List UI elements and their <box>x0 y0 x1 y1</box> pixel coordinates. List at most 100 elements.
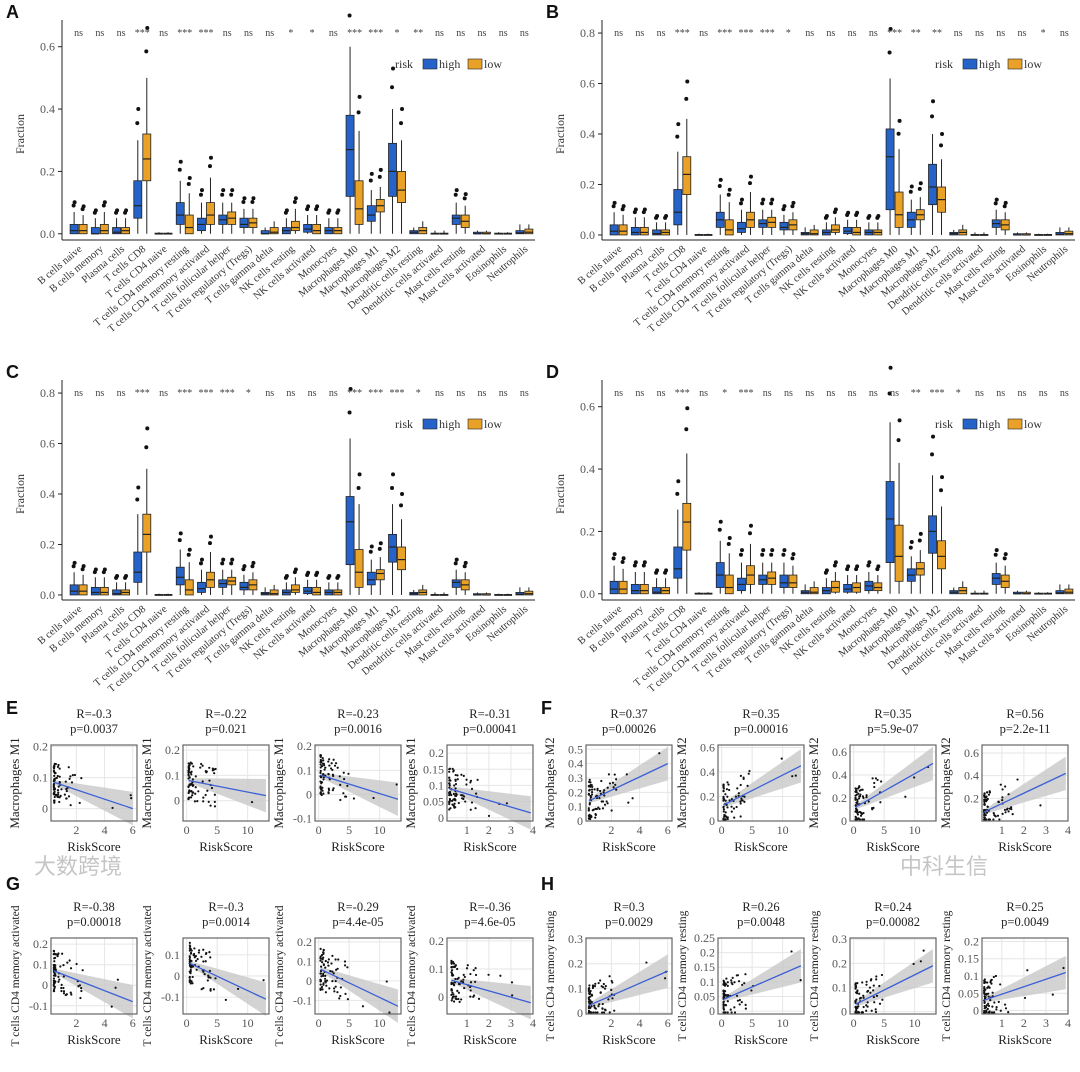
data-point <box>325 984 328 987</box>
data-point <box>730 1011 733 1014</box>
outlier-point <box>242 564 247 569</box>
outlier-point <box>748 174 753 179</box>
box-high <box>366 205 376 222</box>
data-point <box>743 795 746 798</box>
data-point <box>999 783 1002 786</box>
data-point <box>208 779 211 782</box>
data-point <box>722 1006 725 1010</box>
legend-label-high: high <box>439 57 460 71</box>
data-point <box>922 949 925 952</box>
data-point <box>188 970 191 973</box>
outlier-point <box>790 204 795 209</box>
data-point <box>593 985 597 988</box>
data-point <box>191 778 195 781</box>
data-point <box>610 988 613 991</box>
outlier-point <box>454 188 459 193</box>
outlier-point <box>369 544 374 549</box>
data-point <box>855 991 858 994</box>
data-point <box>728 788 731 792</box>
data-point <box>871 808 874 811</box>
data-point <box>587 807 590 810</box>
data-point <box>988 790 991 793</box>
y-tick-label: 0.05 <box>694 989 715 1003</box>
data-point <box>873 781 876 785</box>
box-high <box>1055 590 1065 595</box>
data-point <box>320 793 323 797</box>
x-axis-label: RiskScore <box>331 839 385 854</box>
data-point <box>854 1005 857 1009</box>
data-point <box>600 800 603 803</box>
data-point <box>1039 804 1042 807</box>
data-point <box>452 769 455 772</box>
y-tick-label: 0 <box>973 1004 979 1018</box>
data-point <box>1004 811 1007 814</box>
significance-label: ns <box>223 28 232 39</box>
data-point <box>603 789 606 792</box>
data-point <box>474 807 477 810</box>
outlier-point <box>93 208 98 213</box>
outlier-point <box>791 200 796 205</box>
data-point <box>62 986 65 990</box>
outlier-point <box>368 178 373 183</box>
regression-line <box>855 965 934 1005</box>
box-high <box>303 224 313 233</box>
x-tick-label: 0 <box>184 823 190 837</box>
y-tick-label: 0 <box>841 814 847 828</box>
panel-label: E <box>6 698 19 718</box>
significance-label: * <box>395 28 400 39</box>
data-point <box>746 784 749 788</box>
data-point <box>454 798 457 802</box>
data-point <box>470 787 474 791</box>
data-point <box>469 808 472 811</box>
data-point <box>875 978 878 981</box>
data-point <box>52 968 55 971</box>
scatter-plot: 2 4 6 0 0.1 0.2 0.3 R=0.3p=0.0029 RiskScore T cel… <box>545 900 673 1047</box>
data-point <box>209 987 212 991</box>
box-high <box>673 546 683 579</box>
data-point <box>130 797 133 800</box>
correlation-r: R=0.24 <box>874 900 912 914</box>
data-point <box>327 787 330 790</box>
data-point <box>456 774 459 777</box>
correlation-r: R=0.56 <box>1006 707 1043 721</box>
outlier-point <box>824 568 829 573</box>
y-axis-label: Macrophages M1 <box>139 737 154 828</box>
data-point <box>987 995 990 998</box>
significance-label: ns <box>699 28 708 39</box>
data-point <box>332 972 335 975</box>
data-point <box>328 758 331 761</box>
outlier-point <box>144 49 149 54</box>
y-tick-label: 0.5 <box>568 742 583 756</box>
outlier-point <box>781 552 786 557</box>
box-low <box>852 226 862 236</box>
box-high <box>609 224 619 236</box>
significance-label: ns <box>435 388 444 399</box>
data-point <box>319 771 322 775</box>
legend-title: risk <box>935 417 953 431</box>
y-tick-label: 0.3 <box>568 932 583 946</box>
x-tick-label: 2 <box>486 823 492 837</box>
data-point <box>856 811 860 814</box>
data-point <box>60 983 63 987</box>
data-point <box>188 979 191 982</box>
data-point <box>860 1011 863 1014</box>
data-point <box>322 956 325 959</box>
data-point <box>999 983 1002 986</box>
data-point <box>487 973 490 976</box>
data-point <box>590 783 593 787</box>
x-tick-label: 5 <box>346 823 352 837</box>
data-point <box>209 804 212 807</box>
data-point <box>454 787 457 790</box>
outlier-point <box>781 207 786 212</box>
data-point <box>878 1002 882 1005</box>
data-point <box>739 815 742 818</box>
y-tick-label: 0.4 <box>580 127 595 141</box>
data-point <box>190 966 193 969</box>
outlier-point <box>675 491 680 496</box>
x-tick-label: 5 <box>214 823 220 837</box>
boxplot-panel-A: A 0.0 0.2 0.4 0.6 Fraction ns B cells naive ns B … <box>0 0 540 355</box>
outlier-point <box>876 564 881 569</box>
data-point <box>743 800 746 803</box>
data-point <box>983 1011 986 1014</box>
data-point <box>983 794 986 797</box>
